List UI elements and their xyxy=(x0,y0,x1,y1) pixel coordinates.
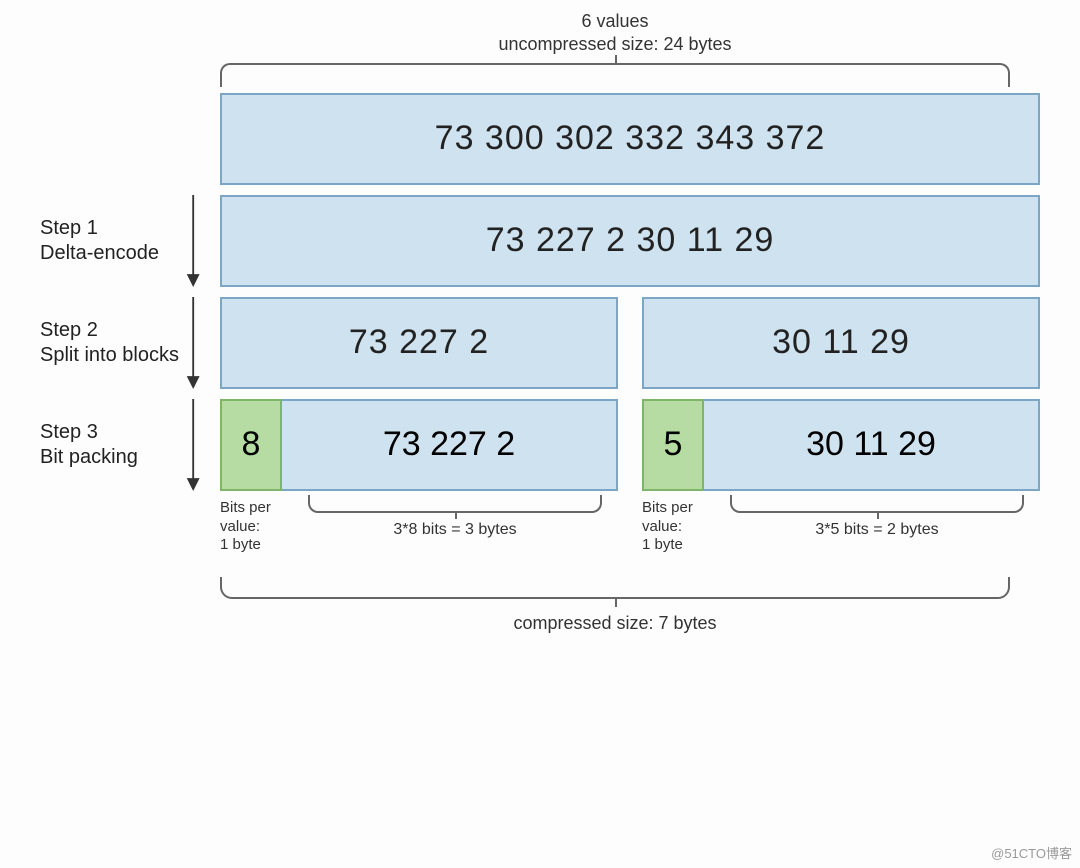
step1-label: Step 1 Delta-encode xyxy=(40,216,159,266)
watermark: @51CTO博客 xyxy=(991,843,1072,862)
footer-label: compressed size: 7 bytes xyxy=(220,613,1010,634)
top-brace xyxy=(220,63,1010,87)
delta-values-box: 73 227 2 30 11 29 xyxy=(220,195,1040,287)
row-split: Step 2 Split into blocks 73 227 2 30 11 … xyxy=(40,297,1040,389)
row-delta: Step 1 Delta-encode 73 227 2 30 11 29 xyxy=(40,195,1040,287)
bottom-brace-wrap: compressed size: 7 bytes xyxy=(220,577,1010,634)
annot-block2: Bits per value: 1 byte 3*5 bits = 2 byte… xyxy=(642,495,1040,555)
under-brace-2 xyxy=(730,495,1024,513)
arrow-down-icon xyxy=(178,399,208,491)
header-labels: 6 values uncompressed size: 24 bytes xyxy=(220,10,1010,57)
bits-per-value-1: 8 xyxy=(220,399,282,491)
annotation-row: Bits per value: 1 byte 3*8 bits = 3 byte… xyxy=(40,495,1040,555)
packed-values-2: 30 11 29 xyxy=(704,399,1040,491)
arrow-down-icon xyxy=(178,297,208,389)
annot-block1: Bits per value: 1 byte 3*8 bits = 3 byte… xyxy=(220,495,618,555)
row-packed: Step 3 Bit packing 8 73 227 2 5 30 11 29 xyxy=(40,399,1040,491)
bottom-brace xyxy=(220,577,1010,599)
original-values-box: 73 300 302 332 343 372 xyxy=(220,93,1040,185)
calc-label-1: 3*8 bits = 3 bytes xyxy=(292,521,618,539)
row-original: 73 300 302 332 343 372 xyxy=(40,93,1040,185)
calc-label-2: 3*5 bits = 2 bytes xyxy=(714,521,1040,539)
step2-label: Step 2 Split into blocks xyxy=(40,318,179,368)
packed-block2: 5 30 11 29 xyxy=(642,399,1040,491)
packed-block1: 8 73 227 2 xyxy=(220,399,618,491)
compression-diagram: 6 values uncompressed size: 24 bytes 73 … xyxy=(40,10,1040,634)
bits-label-1: Bits per value: 1 byte xyxy=(220,495,292,555)
block1-box: 73 227 2 xyxy=(220,297,618,389)
under-brace-1 xyxy=(308,495,602,513)
arrow-down-icon xyxy=(178,195,208,287)
bits-label-2: Bits per value: 1 byte xyxy=(642,495,714,555)
header-line1: 6 values xyxy=(220,10,1010,33)
step3-label: Step 3 Bit packing xyxy=(40,420,138,470)
block2-box: 30 11 29 xyxy=(642,297,1040,389)
packed-values-1: 73 227 2 xyxy=(282,399,618,491)
header-line2: uncompressed size: 24 bytes xyxy=(220,33,1010,56)
bits-per-value-2: 5 xyxy=(642,399,704,491)
